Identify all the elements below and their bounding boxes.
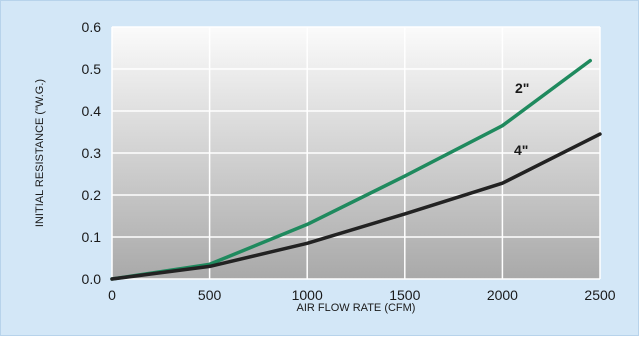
- y-axis-title: INITIAL RESISTANCE ("W.G.): [34, 79, 46, 227]
- x-tick-labels: 0 500 1000 1500 2000 2500: [108, 287, 616, 303]
- series-label-2in: 2": [515, 80, 529, 96]
- y-tick-labels: 0.0 0.1 0.2 0.3 0.4 0.5 0.6: [82, 19, 102, 287]
- y-tick-label: 0.0: [82, 271, 102, 287]
- x-tick-label: 500: [198, 287, 222, 303]
- y-tick-label: 0.4: [82, 103, 102, 119]
- y-tick-label: 0.2: [82, 187, 102, 203]
- x-tick-label: 2500: [584, 287, 615, 303]
- x-tick-label: 1000: [292, 287, 323, 303]
- y-tick-label: 0.1: [82, 229, 102, 245]
- x-tick-label: 1500: [389, 287, 420, 303]
- y-tick-label: 0.6: [82, 19, 102, 35]
- x-tick-label: 2000: [487, 287, 518, 303]
- x-axis-title: AIR FLOW RATE (CFM): [297, 302, 416, 314]
- y-tick-label: 0.3: [82, 145, 102, 161]
- series-lines: [110, 58, 602, 281]
- x-tick-label: 0: [108, 287, 116, 303]
- gridlines: [111, 26, 601, 280]
- series-label-4in: 4": [514, 142, 528, 158]
- series-line-1: [110, 132, 602, 281]
- y-tick-label: 0.5: [82, 61, 102, 77]
